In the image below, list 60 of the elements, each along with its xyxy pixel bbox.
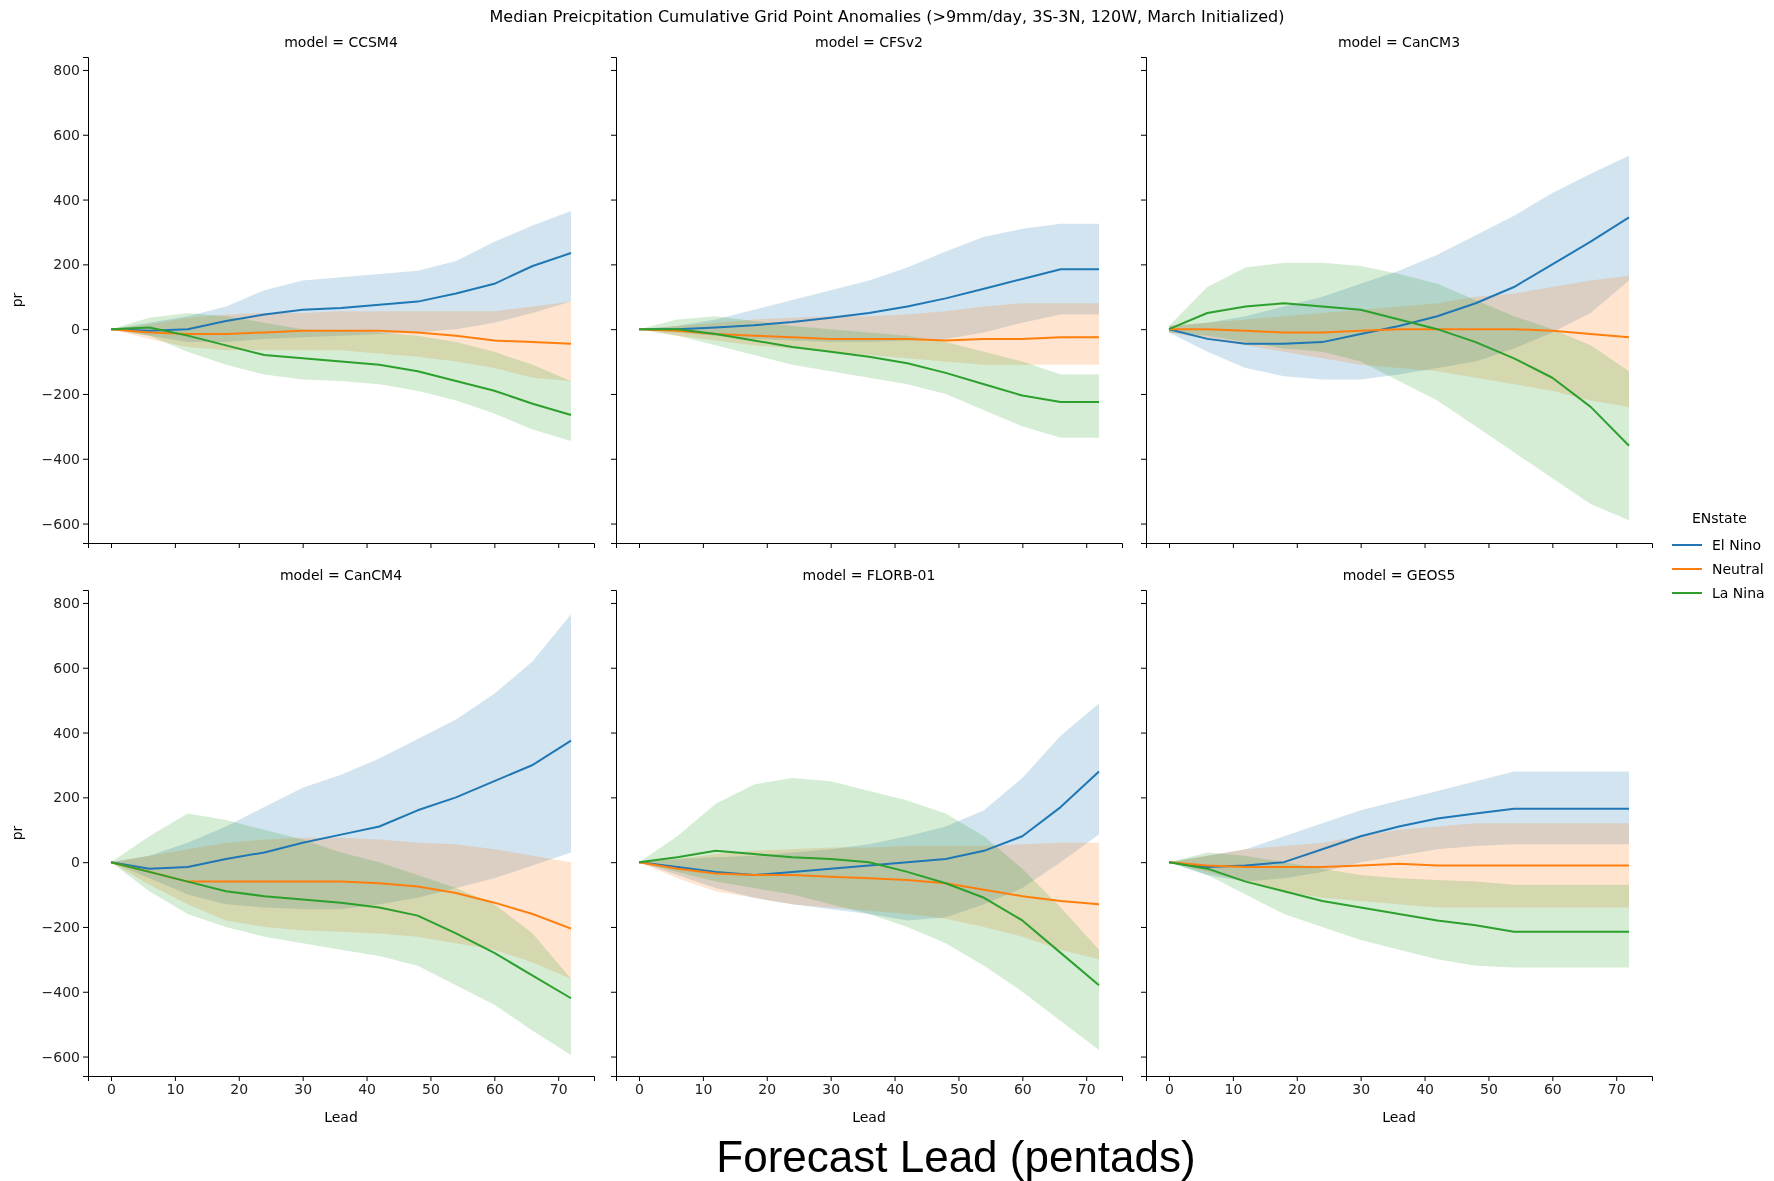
x-tick-label: 50: [422, 1080, 440, 1097]
x-tick-label: 20: [758, 1080, 777, 1097]
x-tick-label: 70: [549, 1080, 568, 1097]
x-tick-label: 40: [358, 1080, 376, 1097]
x-tick-label: 40: [1416, 1080, 1434, 1097]
line-series: [110, 326, 572, 417]
y-tick-label: 200: [53, 789, 80, 806]
y-tick-label: −600: [41, 1048, 80, 1065]
y-tick-label: 0: [71, 321, 80, 338]
y-axis-title: pr: [9, 825, 25, 841]
x-tick-label: 0: [1165, 1080, 1174, 1097]
x-tick-label: 10: [694, 1080, 713, 1097]
chart-title: model = CFSv2: [815, 34, 923, 50]
y-tick-label: 800: [53, 594, 80, 611]
x-tick-label: 20: [1288, 1080, 1307, 1097]
chart-title: model = CanCM3: [1337, 34, 1461, 50]
line-series: [110, 739, 572, 870]
x-tick-label: 10: [166, 1080, 185, 1097]
y-tick-label: 600: [53, 126, 80, 143]
text: Median Preicpitation Cumulative Grid Point Anomalies (>9mm/day, 3S-3N, 120W, March Initialized): [489, 7, 1285, 26]
line-series: [110, 861, 572, 1000]
x-tick-label: 40: [886, 1080, 904, 1097]
legend-label: Neutral: [1712, 561, 1764, 577]
x-axis-title: Lead: [324, 1109, 358, 1125]
x-tick-label: 60: [1013, 1080, 1032, 1097]
x-tick-label: 30: [294, 1080, 313, 1097]
x-tick-label: 0: [107, 1080, 116, 1097]
x-tick-label: 30: [1352, 1080, 1371, 1097]
x-tick-label: 60: [485, 1080, 504, 1097]
x-tick-label: 70: [1607, 1080, 1626, 1097]
x-tick-label: 70: [1077, 1080, 1096, 1097]
x-tick-label: 20: [230, 1080, 249, 1097]
y-tick-label: 200: [53, 256, 80, 273]
legend-label: El Nino: [1712, 537, 1761, 553]
x-tick-label: 50: [950, 1080, 968, 1097]
text: Forecast Lead (pentads): [716, 1132, 1196, 1181]
x-axis-title: Lead: [852, 1109, 886, 1125]
y-tick-label: 800: [53, 61, 80, 78]
x-axis-title: Lead: [1382, 1109, 1416, 1125]
chart-title: model = CCSM4: [284, 34, 398, 50]
y-tick-label: 0: [71, 854, 80, 871]
y-tick-label: 400: [53, 724, 80, 741]
chart-title: model = CanCM4: [279, 567, 403, 583]
x-tick-label: 10: [1224, 1080, 1243, 1097]
y-tick-label: 600: [53, 659, 80, 676]
x-tick-label: 0: [635, 1080, 644, 1097]
chart-title: model = GEOS5: [1342, 567, 1456, 583]
x-tick-label: 30: [822, 1080, 841, 1097]
y-tick-label: −600: [41, 515, 80, 532]
x-tick-label: 50: [1480, 1080, 1498, 1097]
x-tick-label: 60: [1543, 1080, 1562, 1097]
y-tick-label: −400: [41, 450, 80, 467]
y-axis-title: pr: [9, 292, 25, 308]
legend-label: La Nina: [1712, 585, 1765, 601]
legend-title: ENstate: [1692, 510, 1747, 526]
y-tick-label: −200: [41, 918, 80, 935]
y-tick-label: 400: [53, 191, 80, 208]
chart-title: model = FLORB-01: [802, 567, 936, 583]
y-tick-label: −400: [41, 983, 80, 1000]
y-tick-label: −200: [41, 385, 80, 402]
